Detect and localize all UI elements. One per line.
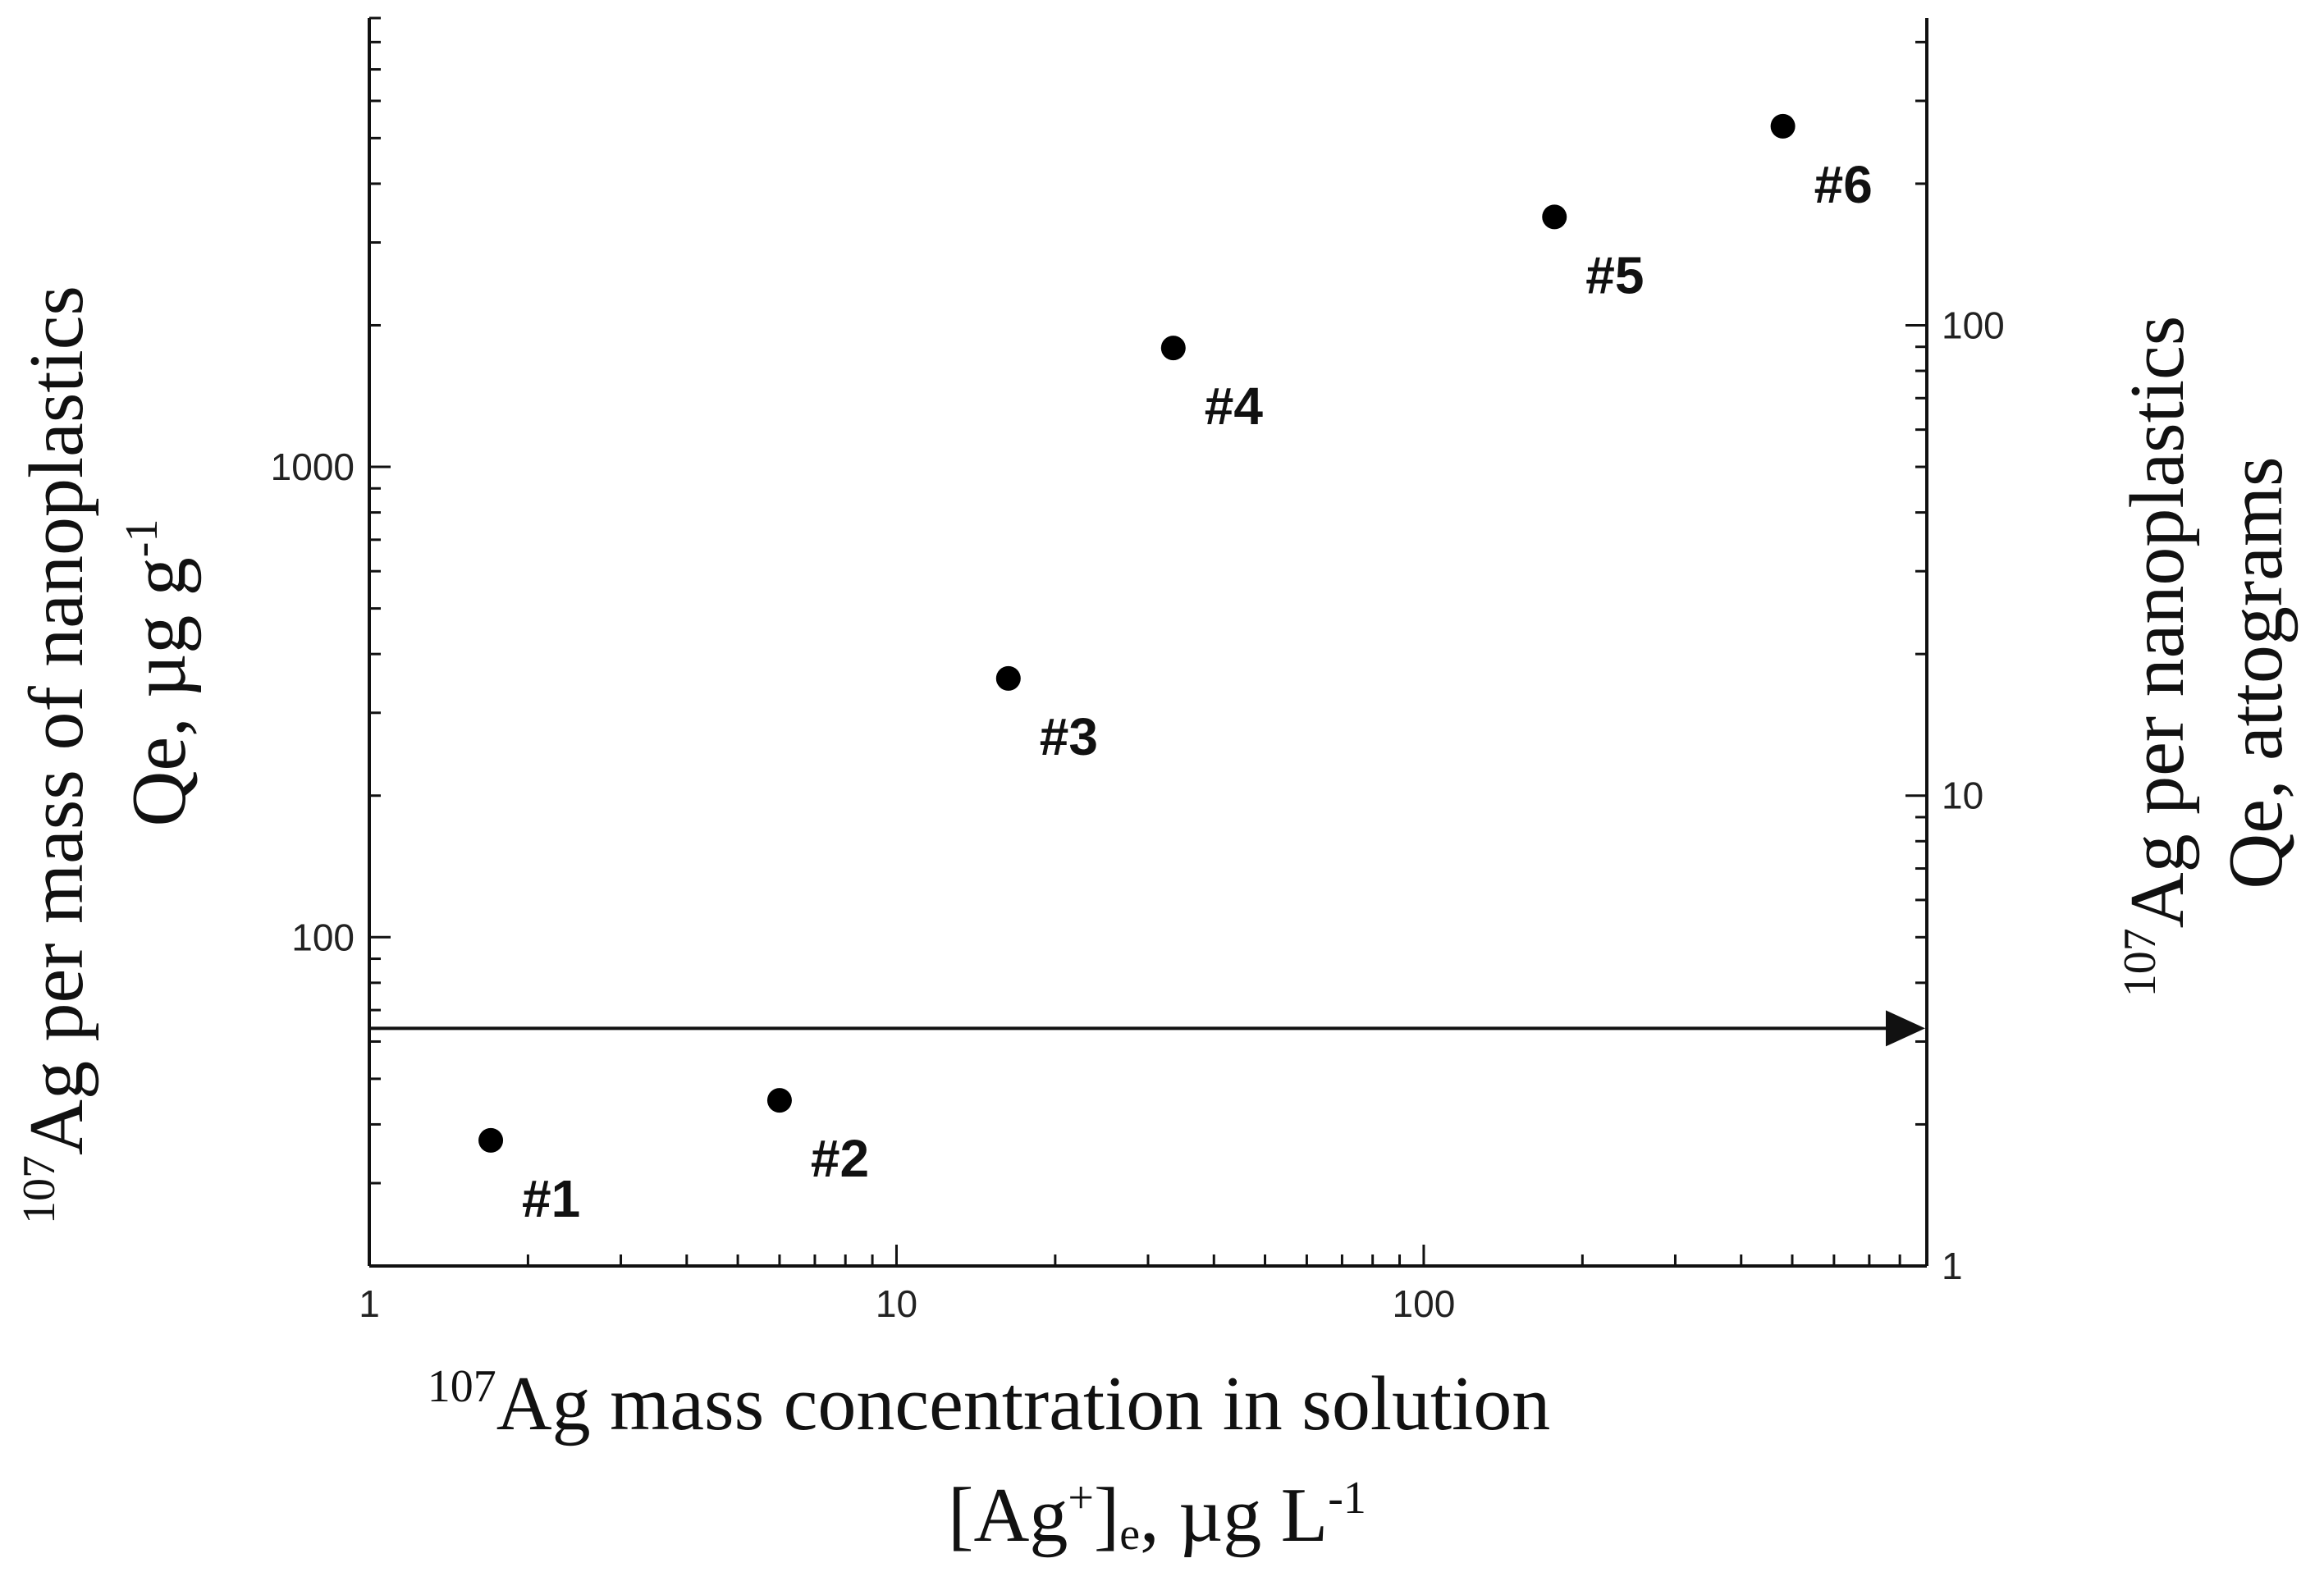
point-label: #4 [1205,377,1264,436]
axis-titles: 107Ag mass concentration in solution [Ag… [14,286,2299,1560]
y-tick-label: 100 [291,916,355,958]
point-label: #5 [1585,245,1644,304]
axes-frame [368,18,1928,1268]
point-label: #3 [1040,707,1098,766]
data-point [1770,113,1796,139]
point-label: #6 [1814,155,1873,214]
y2-axis-title-line1: 107Ag per nanoplastics [2115,316,2200,998]
data-point [1160,336,1186,361]
x-axis-title-line1: 107Ag mass concentration in solution [428,1361,1550,1446]
y-tick-label: 1000 [271,446,355,488]
tick-marks: 1 10 100 100 1000 1 10 100 [271,16,2005,1325]
y-axis-title-line1: 107Ag per mass of nanoplastics [14,286,99,1224]
y2-tick-label: 10 [1942,775,1983,817]
data-point [995,665,1021,691]
reference-arrow-line [369,1010,1925,1047]
x-axis-title-line2: [Ag+]e, µg L-1 [948,1473,1366,1560]
x-tick-label: 1 [359,1282,380,1325]
y-axis-title-line2: Qe, µg g-1 [117,519,202,827]
data-point [766,1088,792,1113]
x-tick-label: 10 [876,1282,917,1325]
data-point [1542,204,1567,230]
y2-tick-label: 100 [1942,304,2005,346]
data-point [478,1127,504,1153]
point-label: #1 [522,1169,580,1228]
point-label: #2 [811,1129,869,1188]
x-tick-label: 100 [1393,1282,1456,1325]
data-points: #1 #2 #3 #4 #5 #6 [478,113,1873,1228]
y2-tick-label: 1 [1942,1245,1963,1287]
arrowhead-icon [1886,1010,1925,1047]
y2-axis-title-line2: Qe, attograms [2213,456,2299,889]
